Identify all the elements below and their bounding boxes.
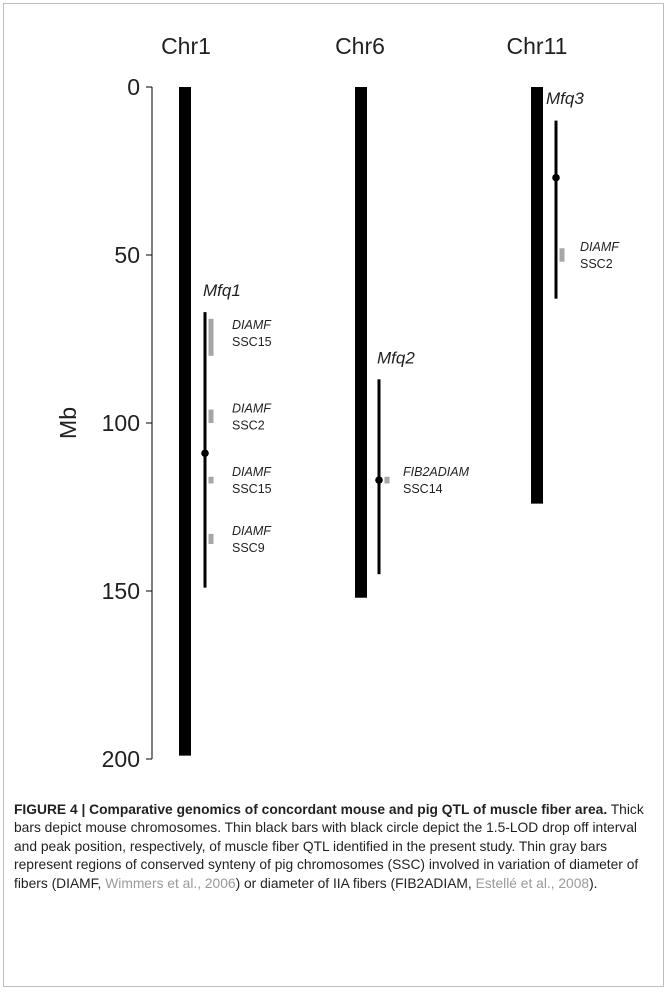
y-tick-label: 150	[102, 578, 140, 604]
synteny-ssc-label: SSC15	[232, 335, 272, 349]
synteny-region: DIAMF SSC2	[559, 240, 620, 271]
chromosome-chr1: Chr1Mfq1DIAMFSSC15DIAMFSSC2DIAMFSSC15DIA…	[161, 33, 272, 756]
caption-text-2: ) or diameter of IIA fibers (FIB2ADIAM,	[235, 875, 476, 891]
chromosome-title: Chr1	[161, 33, 211, 59]
chromosome-bar	[179, 87, 191, 756]
qtl-name-label: Mfq3	[546, 89, 584, 108]
synteny-bar	[208, 409, 214, 423]
caption-label: FIGURE 4 | Comparative genomics of conco…	[14, 802, 608, 817]
caption-text-3: ).	[589, 875, 598, 891]
y-tick-label: 50	[114, 242, 140, 268]
synteny-bar	[559, 248, 565, 262]
qtl-peak-marker	[201, 449, 209, 458]
chromosome-title: Chr6	[335, 33, 385, 59]
chromosome-chr6: Chr6 Mfq2 FIB2ADIAM SSC14	[335, 33, 470, 598]
synteny-region: DIAMF SSC15	[208, 318, 272, 356]
chromosome-layer: Chr1Mfq1DIAMFSSC15DIAMFSSC2DIAMFSSC15DIA…	[161, 33, 620, 756]
chromosome-figure: 0 50 100 150 200 Mb Chr1 Mfq1 DIAMF SSC15 DIAMF SS…	[55, 33, 620, 772]
synteny-ssc-label: SSC14	[403, 482, 443, 496]
chromosome-title: Chr11	[507, 33, 568, 59]
qtl-name-label: Mfq2	[377, 348, 415, 367]
qtl-name-label: Mfq1	[203, 281, 241, 300]
synteny-ssc-label: SSC2	[232, 418, 265, 432]
synteny-ssc-label: SSC9	[232, 541, 265, 555]
citation-wimmers[interactable]: Wimmers et al., 2006	[105, 875, 236, 891]
synteny-bar	[208, 318, 214, 356]
synteny-region: DIAMF SSC15	[208, 465, 272, 496]
synteny-region: DIAMF SSC2	[208, 401, 272, 432]
y-tick-label: 200	[102, 746, 140, 772]
caption-text-1: Thick bars depict mouse chromosomes. Thi…	[14, 802, 644, 891]
chromosome-bar	[355, 87, 367, 598]
chromosome-bar	[531, 87, 543, 504]
y-axis-label: Mb	[55, 407, 81, 439]
synteny-region: FIB2ADIAM SSC14	[384, 465, 470, 496]
synteny-ssc-label: SSC2	[580, 257, 613, 271]
synteny-ssc-label: SSC15	[232, 482, 272, 496]
synteny-region: DIAMF SSC9	[208, 524, 272, 555]
synteny-bar	[208, 476, 214, 484]
y-tick-label: 100	[102, 410, 140, 436]
synteny-bar	[208, 533, 214, 544]
figure-frame	[3, 3, 664, 987]
synteny-bar	[384, 476, 390, 484]
citation-estelle[interactable]: Estellé et al., 2008	[475, 875, 590, 891]
synteny-trait-label: DIAMF	[232, 465, 272, 479]
synteny-trait-label: DIAMF	[232, 524, 272, 538]
synteny-trait-label: DIAMF	[232, 401, 272, 415]
y-axis: 0 50 100 150 200 Mb	[55, 74, 153, 772]
synteny-trait-label: FIB2ADIAM	[403, 465, 470, 479]
qtl-peak-marker	[375, 476, 383, 484]
figure-caption: FIGURE 4 | Comparative genomics of conco…	[14, 801, 656, 893]
synteny-trait-label: DIAMF	[580, 240, 620, 254]
synteny-trait-label: DIAMF	[232, 318, 272, 332]
chromosome-chr11: Chr11 Mfq3 DIAMF SSC2	[507, 33, 620, 504]
qtl-peak-marker	[552, 173, 560, 182]
qtl-interval-bar	[554, 120, 558, 299]
y-tick-label: 0	[127, 74, 140, 100]
